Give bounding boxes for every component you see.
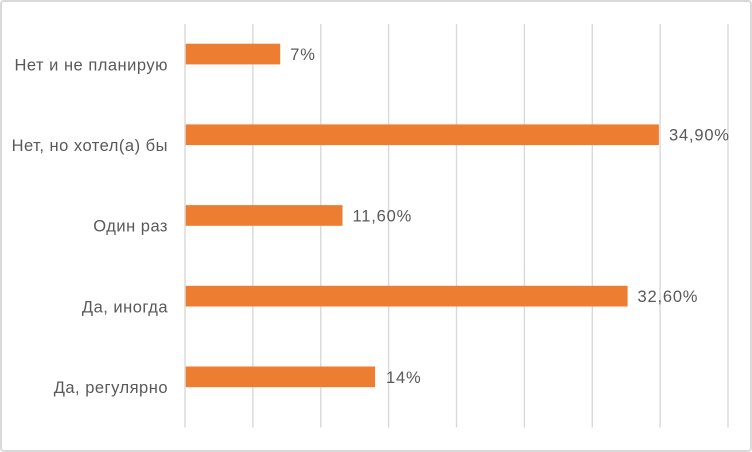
svg-text:14%: 14% xyxy=(386,369,421,387)
svg-text:Да, иногда: Да, иногда xyxy=(82,298,168,316)
svg-text:Нет и не планирую: Нет и не планирую xyxy=(14,56,168,74)
svg-text:Нет, но хотел(а) бы: Нет, но хотел(а) бы xyxy=(12,137,168,155)
svg-text:7%: 7% xyxy=(290,46,315,64)
svg-text:Да, регулярно: Да, регулярно xyxy=(54,379,168,397)
svg-text:Один раз: Один раз xyxy=(93,218,168,236)
svg-text:11,60%: 11,60% xyxy=(353,207,413,225)
svg-text:32,60%: 32,60% xyxy=(638,288,699,306)
svg-text:34,90%: 34,90% xyxy=(669,127,730,145)
